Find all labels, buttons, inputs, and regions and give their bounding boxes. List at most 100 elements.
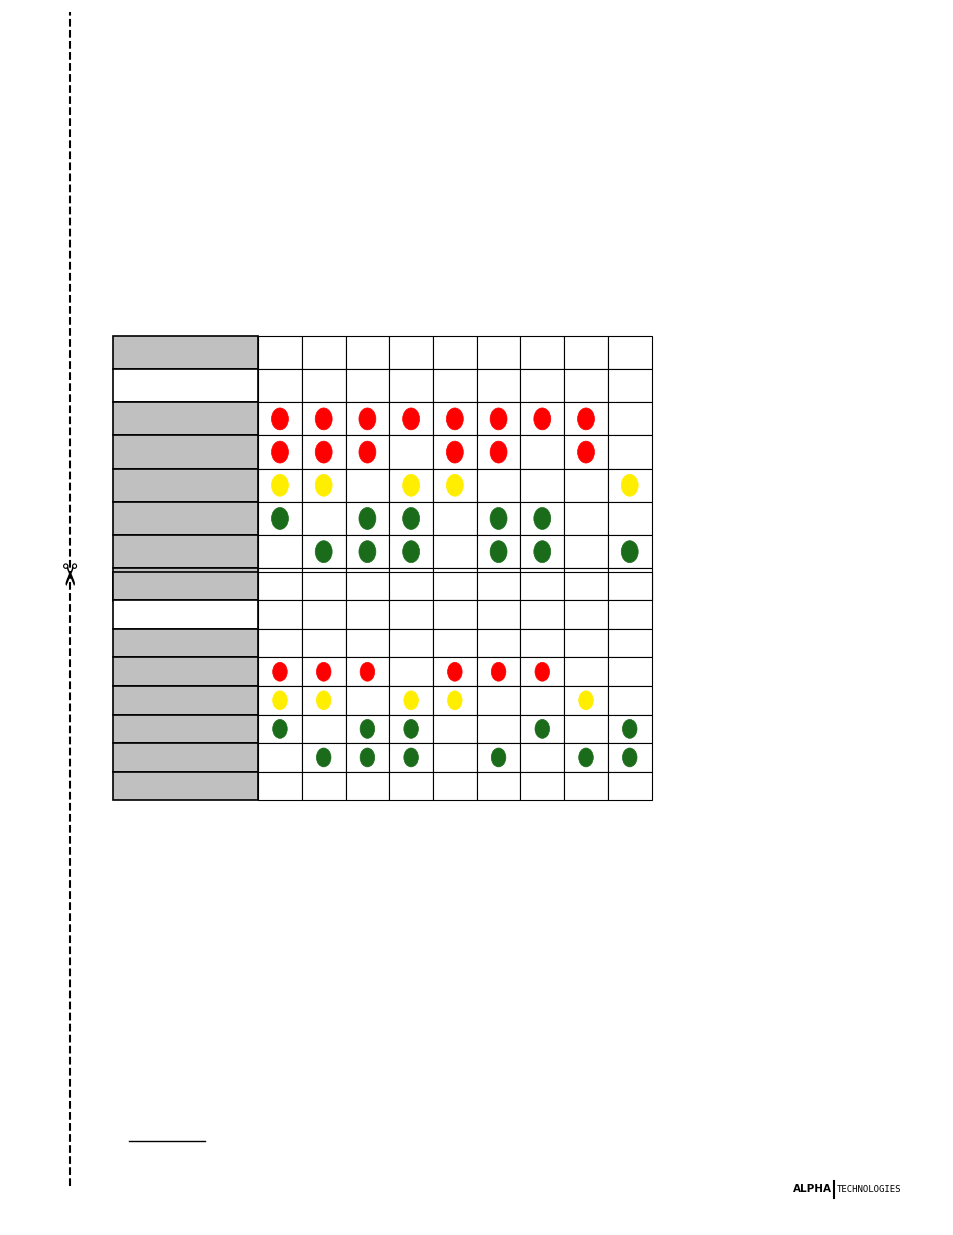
Bar — [389, 657, 433, 687]
Bar — [476, 501, 520, 535]
Bar — [345, 535, 389, 568]
Bar — [301, 336, 345, 369]
Bar — [258, 685, 301, 715]
Bar — [476, 535, 520, 568]
Bar — [112, 469, 258, 501]
Bar — [563, 772, 607, 800]
Circle shape — [359, 662, 375, 682]
Bar — [476, 568, 520, 601]
Bar — [345, 568, 389, 601]
Bar — [345, 436, 389, 469]
Bar — [258, 572, 301, 600]
Bar — [433, 715, 476, 743]
Bar — [389, 743, 433, 772]
Circle shape — [314, 441, 332, 463]
Bar — [301, 469, 345, 501]
Bar — [563, 369, 607, 403]
Circle shape — [403, 720, 418, 739]
Bar — [389, 535, 433, 568]
Bar — [301, 568, 345, 601]
Bar — [563, 535, 607, 568]
Bar — [563, 743, 607, 772]
Bar — [112, 535, 258, 568]
Bar — [433, 685, 476, 715]
Circle shape — [273, 720, 287, 739]
Bar — [258, 743, 301, 772]
Bar — [607, 685, 651, 715]
Bar — [607, 501, 651, 535]
Bar — [476, 600, 520, 629]
Bar — [301, 743, 345, 772]
Circle shape — [272, 474, 288, 496]
Circle shape — [620, 541, 638, 563]
Bar — [345, 715, 389, 743]
Circle shape — [314, 541, 332, 563]
Bar — [301, 403, 345, 436]
Bar — [433, 436, 476, 469]
Circle shape — [402, 474, 419, 496]
Bar — [520, 535, 563, 568]
Bar — [476, 685, 520, 715]
Bar — [476, 772, 520, 800]
Bar — [520, 469, 563, 501]
Bar — [301, 685, 345, 715]
Bar — [520, 369, 563, 403]
Bar — [301, 629, 345, 657]
Bar — [345, 501, 389, 535]
Bar — [607, 336, 651, 369]
Bar — [389, 369, 433, 403]
Bar — [389, 629, 433, 657]
Circle shape — [535, 720, 549, 739]
Bar — [607, 600, 651, 629]
Bar — [112, 685, 258, 715]
Bar — [258, 629, 301, 657]
Bar — [520, 572, 563, 600]
Bar — [433, 600, 476, 629]
Bar — [112, 568, 258, 601]
Circle shape — [447, 690, 461, 710]
Bar — [476, 369, 520, 403]
Bar — [258, 772, 301, 800]
Bar — [607, 535, 651, 568]
Circle shape — [535, 662, 549, 682]
Bar — [607, 743, 651, 772]
Bar — [345, 469, 389, 501]
Circle shape — [314, 474, 332, 496]
Circle shape — [359, 720, 375, 739]
Bar — [389, 685, 433, 715]
Circle shape — [314, 408, 332, 430]
Bar — [607, 568, 651, 601]
Circle shape — [316, 662, 331, 682]
Bar — [520, 501, 563, 535]
Bar — [563, 715, 607, 743]
Text: TECHNOLOGIES: TECHNOLOGIES — [836, 1184, 901, 1194]
Bar — [476, 572, 520, 600]
Bar — [258, 535, 301, 568]
Bar — [389, 436, 433, 469]
Bar — [258, 336, 301, 369]
Bar — [563, 600, 607, 629]
Circle shape — [446, 474, 463, 496]
Bar — [563, 657, 607, 687]
Bar — [520, 685, 563, 715]
Bar — [607, 403, 651, 436]
Bar — [563, 501, 607, 535]
Text: ALPHA: ALPHA — [792, 1184, 831, 1194]
Bar — [345, 403, 389, 436]
Bar — [112, 629, 258, 657]
Circle shape — [358, 541, 375, 563]
Bar — [520, 772, 563, 800]
Bar — [520, 743, 563, 772]
Bar — [563, 572, 607, 600]
Bar — [520, 600, 563, 629]
Bar — [520, 629, 563, 657]
Bar — [607, 369, 651, 403]
Bar — [563, 336, 607, 369]
Bar — [112, 436, 258, 469]
Bar — [433, 501, 476, 535]
Bar — [258, 600, 301, 629]
Bar — [258, 403, 301, 436]
Circle shape — [316, 748, 331, 767]
Circle shape — [359, 748, 375, 767]
Bar — [520, 403, 563, 436]
